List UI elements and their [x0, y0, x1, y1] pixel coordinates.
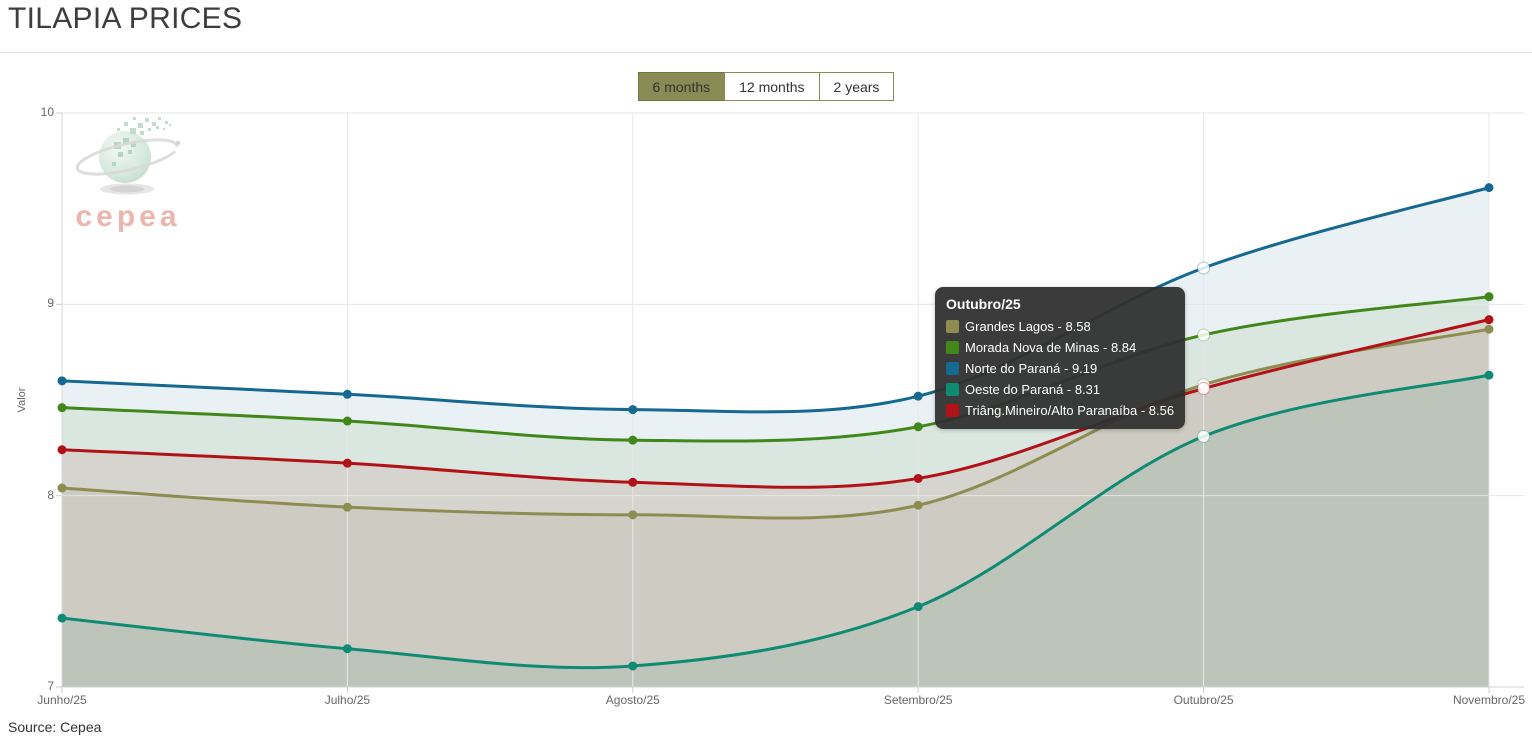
tooltip-swatch — [946, 362, 959, 375]
range-button-12-months[interactable]: 12 months — [724, 72, 820, 101]
tooltip-row: Grandes Lagos - 8.58 — [946, 316, 1174, 337]
data-point-norte-do-parana[interactable] — [913, 391, 923, 401]
cepea-watermark-logo: cepea — [70, 112, 186, 233]
data-point-grandes-lagos[interactable] — [342, 502, 352, 512]
data-point-morada-nova-de-minas[interactable] — [1484, 292, 1494, 302]
x-axis-label-setembro-25: Setembro/25 — [883, 693, 953, 707]
source-note: Source: Cepea — [8, 719, 102, 735]
hovered-data-point-oeste-do-parana[interactable] — [1197, 429, 1211, 443]
data-point-triang-mineiro-alto-paranaiba[interactable] — [57, 445, 67, 455]
tooltip-swatch — [946, 320, 959, 333]
hovered-data-point-morada-nova-de-minas[interactable] — [1197, 328, 1211, 342]
data-point-triang-mineiro-alto-paranaiba[interactable] — [1484, 315, 1494, 325]
tooltip-rows: Grandes Lagos - 8.58 Morada Nova de Minas… — [946, 316, 1174, 421]
data-point-oeste-do-parana[interactable] — [57, 613, 67, 623]
tooltip-swatch — [946, 341, 959, 354]
series-line-triang-mineiro-alto-paranaiba — [60, 318, 1491, 489]
header-divider — [0, 52, 1532, 53]
tooltip-swatch — [946, 404, 959, 417]
y-axis-label-7: 7 — [47, 679, 54, 693]
data-point-grandes-lagos[interactable] — [1484, 324, 1494, 334]
series-area-oeste-do-parana — [62, 375, 1489, 687]
chart-tooltip: Outubro/25 Grandes Lagos - 8.58 Morada No… — [935, 287, 1186, 429]
range-button-6-months[interactable]: 6 months — [637, 72, 726, 101]
data-point-oeste-do-parana[interactable] — [913, 602, 923, 612]
tooltip-row-label: Norte do Paraná - 9.19 — [965, 361, 1098, 376]
data-point-oeste-do-parana[interactable] — [1484, 370, 1494, 380]
tooltip-row: Morada Nova de Minas - 8.84 — [946, 337, 1174, 358]
data-point-oeste-do-parana[interactable] — [628, 661, 638, 671]
data-point-norte-do-parana[interactable] — [628, 405, 638, 415]
x-axis-label-julho-25: Julho/25 — [324, 693, 371, 707]
cepea-watermark-text: cepea — [75, 200, 181, 233]
data-point-triang-mineiro-alto-paranaiba[interactable] — [913, 473, 923, 483]
data-point-norte-do-parana[interactable] — [1484, 183, 1494, 193]
data-point-morada-nova-de-minas[interactable] — [628, 435, 638, 445]
tooltip-row-label: Morada Nova de Minas - 8.84 — [965, 340, 1137, 355]
series-area-triang-mineiro-alto-paranaiba — [62, 319, 1489, 687]
series-line-norte-do-parana — [60, 186, 1491, 414]
y-axis-label-10: 10 — [40, 105, 54, 119]
tooltip-row: Oeste do Paraná - 8.31 — [946, 379, 1174, 400]
x-axis-label-agosto-25: Agosto/25 — [605, 693, 660, 707]
data-point-grandes-lagos[interactable] — [628, 510, 638, 520]
range-button-2-years[interactable]: 2 years — [818, 72, 895, 101]
data-point-morada-nova-de-minas[interactable] — [342, 416, 352, 426]
data-point-triang-mineiro-alto-paranaiba[interactable] — [342, 458, 352, 468]
tooltip-row: Norte do Paraná - 9.19 — [946, 358, 1174, 379]
tooltip-row: Triâng.Mineiro/Alto Paranaíba - 8.56 — [946, 400, 1174, 421]
y-axis-label-8: 8 — [47, 487, 54, 502]
tooltip-row-label: Oeste do Paraná - 8.31 — [965, 382, 1101, 397]
tooltip-title: Outubro/25 — [946, 296, 1021, 312]
data-point-grandes-lagos[interactable] — [913, 500, 923, 510]
data-point-triang-mineiro-alto-paranaiba[interactable] — [628, 477, 638, 487]
cepea-globe-icon — [75, 117, 181, 195]
series-line-oeste-do-parana — [60, 373, 1491, 670]
data-point-norte-do-parana[interactable] — [342, 389, 352, 399]
data-point-morada-nova-de-minas[interactable] — [57, 403, 67, 413]
data-point-grandes-lagos[interactable] — [57, 483, 67, 493]
y-axis-title: Valor — [16, 387, 28, 413]
x-axis-label-novembro-25: Novembro/25 — [1452, 693, 1526, 707]
tooltip-row-label: Grandes Lagos - 8.58 — [965, 319, 1091, 334]
hovered-data-point-triang-mineiro-alto-paranaiba[interactable] — [1197, 382, 1211, 396]
tooltip-swatch — [946, 383, 959, 396]
x-axis-label-outubro-25: Outubro/25 — [1173, 693, 1234, 707]
hovered-data-point-norte-do-parana[interactable] — [1197, 261, 1211, 275]
data-point-morada-nova-de-minas[interactable] — [913, 422, 923, 432]
series-line-grandes-lagos — [60, 327, 1491, 520]
data-point-norte-do-parana[interactable] — [57, 376, 67, 386]
page-title: TILAPIA PRICES — [8, 2, 243, 35]
data-point-oeste-do-parana[interactable] — [342, 644, 352, 654]
tooltip-row-label: Triâng.Mineiro/Alto Paranaíba - 8.56 — [965, 403, 1175, 418]
x-axis-label-junho-25: Junho/25 — [37, 693, 87, 707]
range-selector: 6 months 12 months 2 years — [0, 72, 1532, 101]
series-line-morada-nova-de-minas — [60, 295, 1491, 443]
y-axis-label-9: 9 — [47, 296, 54, 311]
